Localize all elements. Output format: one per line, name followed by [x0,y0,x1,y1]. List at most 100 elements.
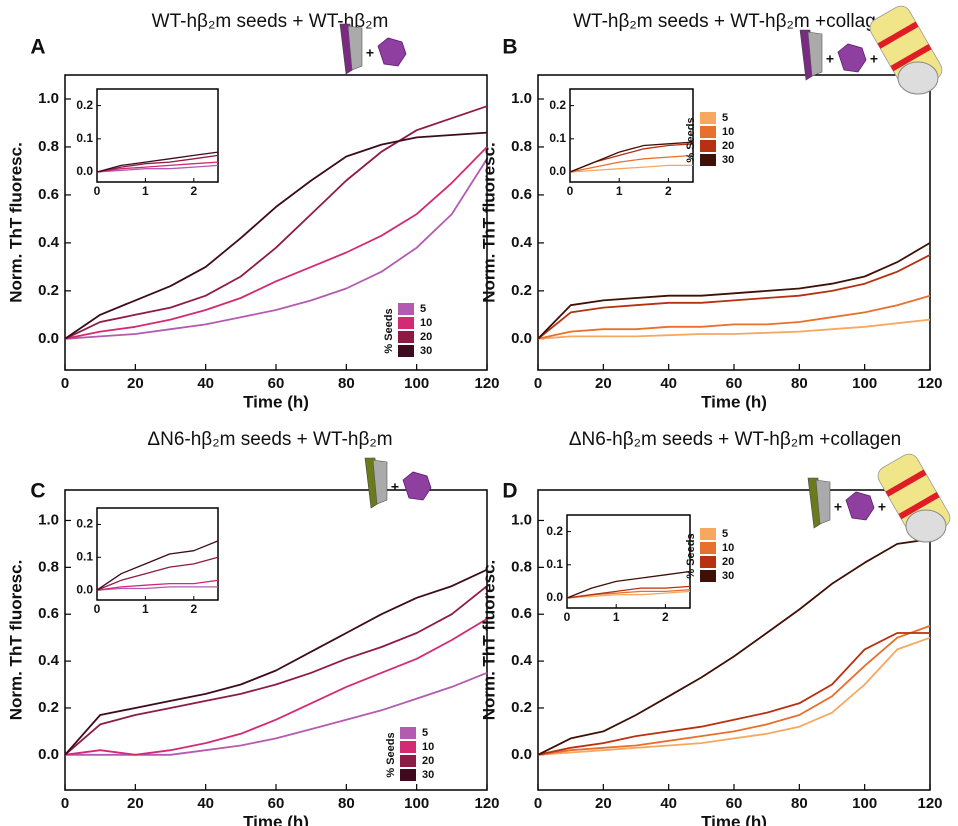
data-line [569,164,693,173]
y-tick-label: 0.4 [511,234,533,251]
legend-swatch [700,112,716,124]
x-tick-label: 20 [595,375,612,392]
inset-y-tick-label: 0.1 [76,549,93,563]
inset-x-tick-label: 0 [94,184,101,198]
monomer [377,37,407,67]
y-tick-label: 0.4 [38,234,60,251]
panel-label: B [502,36,517,59]
data-line [96,586,218,591]
x-tick-label: 20 [127,795,144,812]
panel-title: WT-hβ₂m seeds + WT-hβ₂m +collagen [573,11,897,32]
y-tick-label: 0.2 [511,282,532,299]
legend-swatch [700,154,716,166]
plus: + [834,499,842,515]
y-tick-label: 0.0 [511,330,532,347]
legend-label: 5 [422,727,428,739]
data-line [64,618,488,756]
x-tick-label: 80 [791,795,808,812]
inset-x-tick-label: 2 [190,602,197,616]
inset-x-tick-label: 1 [142,602,149,616]
data-line [537,625,931,756]
y-axis-label: Norm. ThT fluoresc. [479,560,498,721]
y-tick-label: 0.6 [38,186,59,203]
legend-swatch [398,345,414,357]
inset-x-tick-label: 0 [564,610,571,624]
inset-y-tick-label: 0.0 [76,582,93,596]
data-line [64,158,488,340]
legend-label: 30 [422,769,434,781]
x-tick-label: 80 [338,375,355,392]
inset-y-tick-label: 0.0 [76,164,93,178]
legend-label: 20 [722,556,734,568]
y-axis-label: Norm. ThT fluoresc. [479,142,498,303]
legend-label: 10 [722,542,734,554]
monomer [837,43,867,73]
y-tick-label: 0.2 [38,282,59,299]
x-tick-label: 120 [917,375,942,392]
collagen-band [885,469,927,497]
x-tick-label: 120 [474,795,499,812]
fibril-strand [372,459,388,505]
x-tick-label: 40 [660,375,677,392]
legend-label: 20 [420,331,432,343]
x-tick-label: 100 [852,375,877,392]
legend-swatch [400,741,416,753]
fibril-strand [815,479,831,525]
x-axis-label: Time (h) [701,392,767,411]
panel-title: WT-hβ₂m seeds + WT-hβ₂m [152,11,389,32]
y-tick-label: 0.8 [511,558,532,575]
data-line [96,540,219,591]
data-line [537,632,930,756]
panel-label: A [30,36,45,59]
legend-label: 5 [722,112,728,124]
inset-y-tick-label: 0.0 [549,164,566,178]
legend-title: % Seeds [685,117,697,162]
panel-label: D [502,480,517,503]
protein-icon: + [339,23,407,75]
legend-swatch [700,542,716,554]
x-axis-label: Time (h) [701,812,767,826]
protein-icon: + [364,457,432,509]
legend-label: 20 [722,140,734,152]
y-tick-label: 1.0 [511,511,532,528]
y-axis-label: Norm. ThT fluoresc. [6,142,25,303]
y-tick-label: 0.2 [38,699,59,716]
x-tick-label: 80 [791,375,808,392]
data-line [566,590,691,599]
x-tick-label: 60 [268,375,285,392]
data-line [64,131,488,340]
data-line [96,556,219,591]
x-tick-label: 0 [534,375,542,392]
data-line [537,242,931,340]
y-tick-label: 0.6 [511,186,532,203]
x-tick-label: 120 [917,795,942,812]
inset-x-tick-label: 1 [142,184,149,198]
y-tick-label: 0.2 [511,699,532,716]
y-tick-label: 0.4 [38,652,60,669]
data-line [96,154,219,173]
inset-y-tick-label: 0.1 [549,131,566,145]
data-line [537,318,931,340]
collagen-band [898,492,940,520]
panel-title: ΔN6-hβ₂m seeds + WT-hβ₂m +collagen [569,429,901,450]
inset-x-tick-label: 1 [613,610,620,624]
inset-x-tick-label: 2 [665,184,672,198]
protein-icon: + + [807,453,951,543]
legend-swatch [398,331,414,343]
x-tick-label: 0 [61,375,69,392]
inset-y-tick-label: 0.2 [76,98,93,112]
y-tick-label: 0.4 [511,652,533,669]
data-line [569,154,694,173]
x-tick-label: 40 [197,375,214,392]
x-tick-label: 100 [404,375,429,392]
collagen-end [905,509,947,543]
y-tick-label: 1.0 [511,90,532,107]
legend-title: % Seeds [383,308,395,353]
x-tick-label: 40 [660,795,677,812]
y-tick-label: 0.8 [38,558,59,575]
x-axis-label: Time (h) [243,812,309,826]
plus: + [391,479,399,495]
x-axis-label: Time (h) [243,392,309,411]
inset-x-tick-label: 1 [616,184,623,198]
y-tick-label: 0.6 [511,605,532,622]
